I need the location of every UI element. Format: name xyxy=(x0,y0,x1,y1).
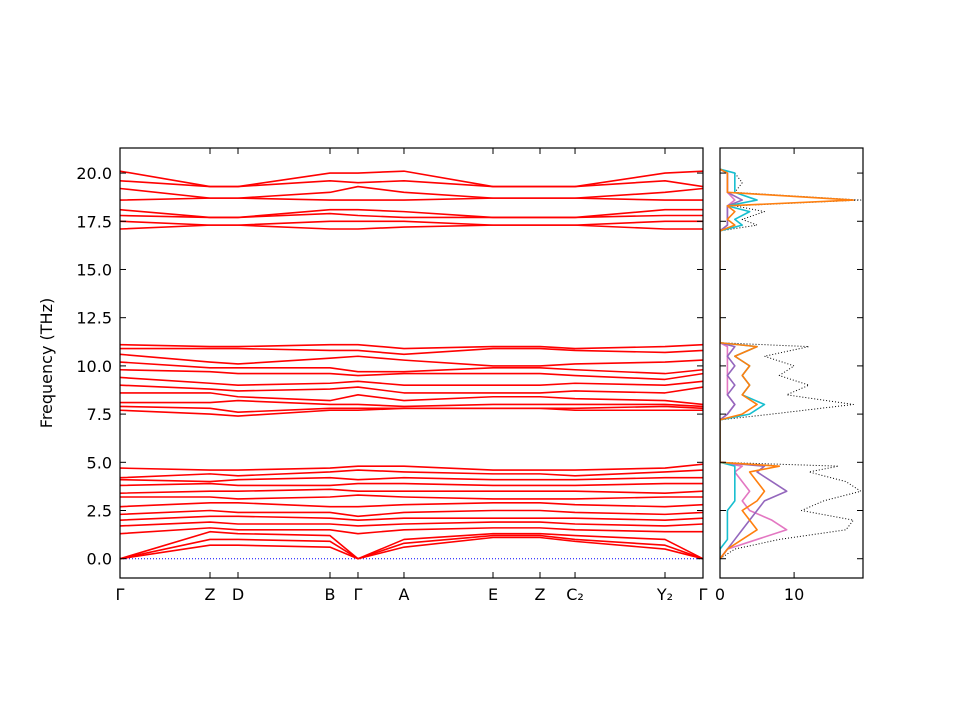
y-tick-label: 7.5 xyxy=(87,405,112,424)
plot-area xyxy=(720,168,862,560)
band-line xyxy=(120,476,703,483)
x-tick-label: Y₂ xyxy=(656,585,673,604)
band-line xyxy=(120,482,703,487)
band-line xyxy=(120,469,703,479)
band-line xyxy=(120,463,703,471)
band-line xyxy=(120,407,703,417)
band-line xyxy=(120,185,703,199)
x-tick-label: Z xyxy=(535,585,546,604)
x-tick-label: E xyxy=(488,585,498,604)
band-line xyxy=(120,405,703,413)
band-line xyxy=(120,368,703,381)
axes-frame xyxy=(119,147,704,579)
band-line xyxy=(120,399,703,408)
axes-frame xyxy=(719,147,864,579)
x-tick-label: Γ xyxy=(354,585,363,604)
x-tick-label: 10 xyxy=(784,585,804,604)
y-tick-label: 5.0 xyxy=(87,453,112,472)
band-line xyxy=(120,494,703,500)
band-line xyxy=(120,353,703,367)
x-tick-label: Γ xyxy=(116,585,125,604)
y-tick-label: 10.0 xyxy=(76,357,112,376)
x-tick-label: Γ xyxy=(699,585,708,604)
band-line xyxy=(120,530,703,560)
band-line xyxy=(120,534,703,560)
plot-area xyxy=(120,170,703,560)
band-line xyxy=(120,509,703,518)
x-tick-label: B xyxy=(325,585,336,604)
dos-curve xyxy=(720,168,855,560)
band-line xyxy=(120,197,703,201)
x-tick-label: D xyxy=(232,585,244,604)
band-line xyxy=(120,521,703,527)
y-tick-label: 0.0 xyxy=(87,550,112,569)
band-line xyxy=(120,536,703,560)
y-tick-label: 15.0 xyxy=(76,260,112,279)
band-line xyxy=(120,384,703,394)
band-line xyxy=(120,179,703,188)
band-line xyxy=(120,502,703,508)
band-line xyxy=(120,224,703,230)
band-line xyxy=(120,343,703,350)
band-line xyxy=(120,376,703,386)
y-tick-label: 20.0 xyxy=(76,164,112,183)
y-tick-label: 17.5 xyxy=(76,212,112,231)
band-line xyxy=(120,347,703,356)
x-tick-label: C₂ xyxy=(566,585,584,604)
x-tick-label: 0 xyxy=(715,585,725,604)
y-tick-label: 2.5 xyxy=(87,502,112,521)
band-line xyxy=(120,515,703,521)
band-line xyxy=(120,361,703,375)
band-line xyxy=(120,527,703,535)
y-tick-label: 12.5 xyxy=(76,309,112,328)
band-line xyxy=(120,488,703,494)
y-axis-label: Frequency (THz) xyxy=(37,298,56,428)
band-line xyxy=(120,212,703,219)
x-tick-label: Z xyxy=(205,585,216,604)
band-line xyxy=(120,392,703,406)
x-tick-label: A xyxy=(399,585,410,604)
dos-curve xyxy=(720,168,862,560)
